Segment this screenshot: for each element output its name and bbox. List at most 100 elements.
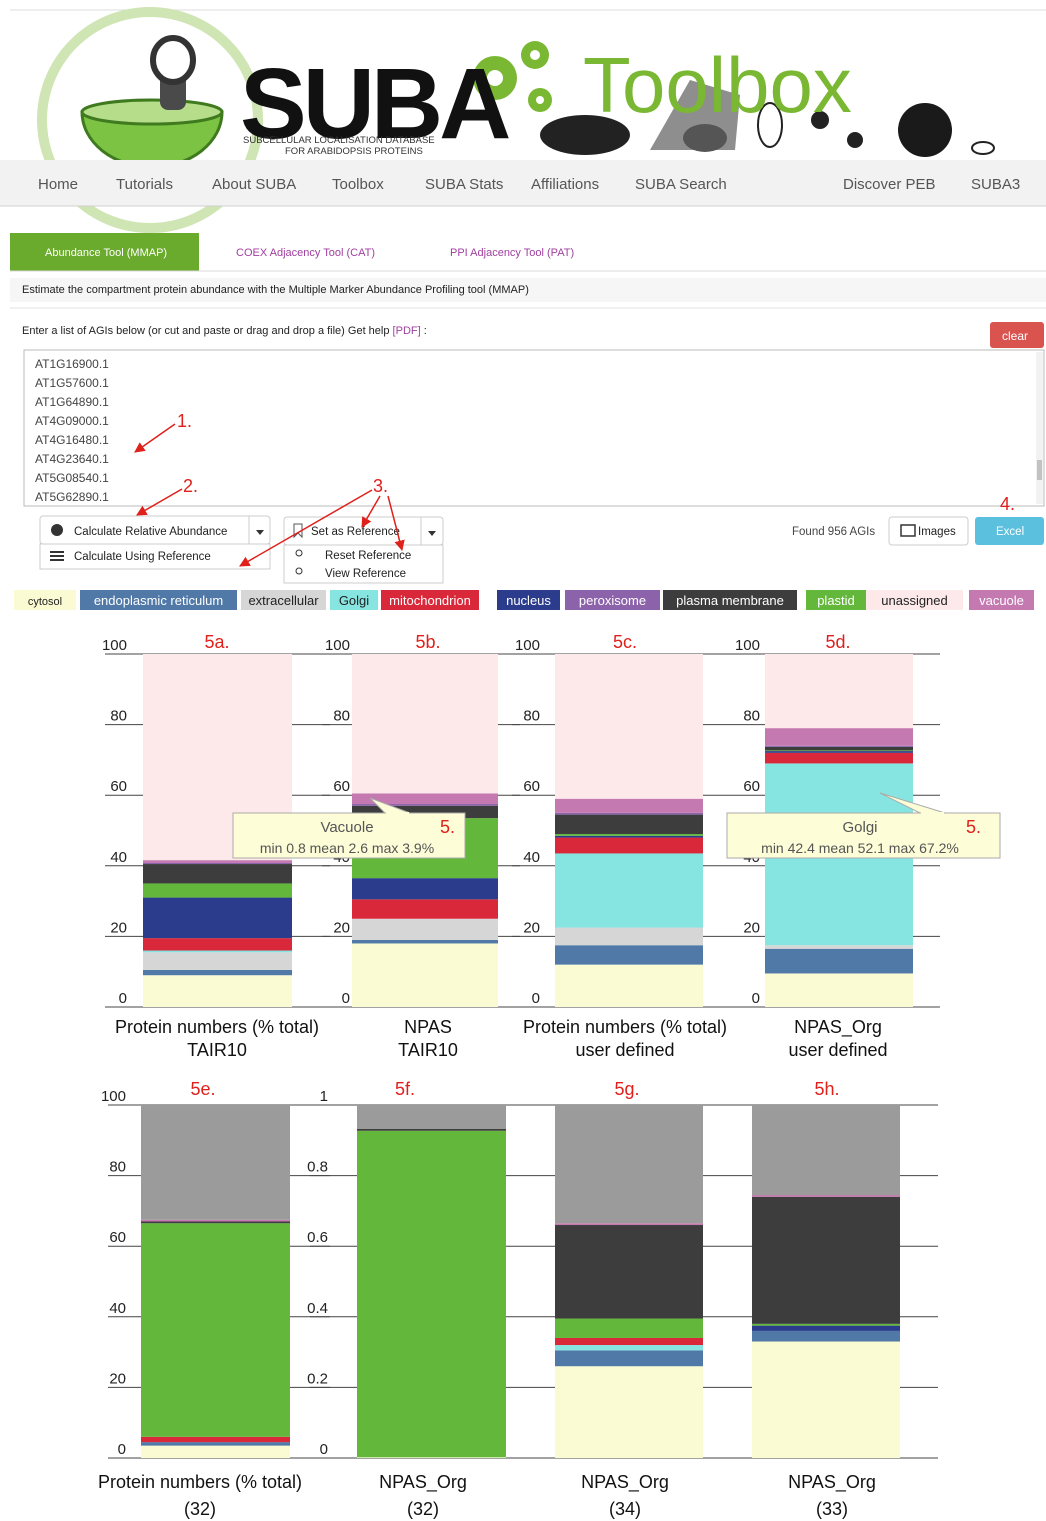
bar-segment — [143, 952, 292, 970]
x-axis-label: (33) — [816, 1499, 848, 1519]
tooltip-text: min 0.8 mean 2.6 max 3.9% — [260, 840, 434, 856]
x-axis-label: (34) — [609, 1499, 641, 1519]
y-tick-label: 20 — [110, 919, 127, 936]
bar-segment — [357, 1131, 506, 1458]
bar-segment — [141, 1446, 290, 1458]
bar-segment — [141, 1105, 290, 1220]
legend-label: plastid — [817, 593, 855, 608]
nav-link[interactable]: Home — [38, 176, 78, 193]
y-tick-label: 40 — [523, 849, 540, 866]
prompt-text: Enter a list of AGIs below (or cut and p… — [22, 325, 389, 337]
bar-segment — [555, 815, 703, 834]
calculate-button[interactable]: Calculate Relative Abundance — [74, 526, 227, 538]
y-tick-label: 20 — [333, 919, 350, 936]
y-tick-label: 100 — [515, 637, 540, 654]
y-tick-label: 0 — [342, 990, 350, 1007]
bar-segment — [752, 1326, 900, 1331]
tooltip-label: 5. — [440, 817, 455, 837]
bar-segment — [555, 1223, 703, 1225]
bar-segment — [555, 1225, 703, 1319]
reference-menu-item[interactable]: View Reference — [325, 568, 406, 580]
bar-segment — [555, 799, 703, 813]
y-tick-label: 80 — [333, 708, 350, 725]
bar-segment — [555, 965, 703, 1007]
legend-label: nucleus — [506, 593, 551, 608]
legend-label: extracellular — [248, 593, 319, 608]
bar-segment — [555, 838, 703, 854]
y-tick-label: 40 — [110, 849, 127, 866]
y-tick-label: 80 — [109, 1159, 126, 1176]
tool-tab[interactable]: Abundance Tool (MMAP) — [45, 247, 167, 259]
images-button[interactable]: Images — [918, 526, 956, 538]
bar-segment — [555, 1345, 703, 1350]
html-root: SUBA Toolbox MMAP html, body { margin: 0… — [0, 0, 1046, 1521]
x-axis-label: NPAS_Org — [379, 1472, 467, 1493]
bar-segment — [555, 1319, 703, 1338]
bar-segment — [555, 945, 703, 964]
logo-subtitle: SUBCELLULAR LOCALISATION DATABASE — [243, 135, 435, 146]
y-tick-label: 20 — [743, 919, 760, 936]
chart-title: 5b. — [415, 632, 440, 652]
x-axis-label: Protein numbers (% total) — [523, 1017, 727, 1037]
calculate-menu-item[interactable]: Calculate Using Reference — [74, 551, 211, 563]
tool-tab[interactable]: COEX Adjacency Tool (CAT) — [236, 247, 375, 259]
page-canvas: SUBA Toolbox SUBCELLULAR LOCALISATION DA… — [0, 0, 1046, 1521]
nav-link[interactable]: Toolbox — [332, 176, 384, 193]
nav-link[interactable]: Discover PEB — [843, 176, 936, 193]
y-tick-label: 0.2 — [307, 1370, 328, 1387]
bar-segment — [141, 1223, 290, 1437]
bar-segment — [141, 1437, 290, 1442]
nav-link[interactable]: SUBA Stats — [425, 176, 503, 193]
reference-button[interactable]: Set as Reference — [311, 526, 400, 538]
x-axis-label: NPAS — [404, 1017, 452, 1037]
tool-description: Estimate the compartment protein abundan… — [22, 284, 529, 296]
bar-segment — [352, 919, 498, 940]
bar-segment — [141, 1220, 290, 1222]
y-tick-label: 0.6 — [307, 1229, 328, 1246]
y-tick-label: 0 — [320, 1441, 328, 1458]
bar-segment — [765, 949, 913, 974]
y-tick-label: 20 — [523, 919, 540, 936]
prompt-end: : — [424, 325, 427, 337]
legend-label: Golgi — [339, 593, 369, 608]
bar-segment — [143, 898, 292, 939]
bar-segment — [555, 1105, 703, 1223]
nav-link[interactable]: Affiliations — [531, 176, 599, 193]
bar-segment — [765, 654, 913, 728]
help-link[interactable]: [PDF] — [393, 325, 421, 337]
bar-segment — [143, 938, 292, 950]
x-axis-label: NPAS_Org — [794, 1017, 882, 1038]
logo-subtitle: FOR ARABIDOPSIS PROTEINS — [285, 146, 423, 157]
bar-segment — [752, 1195, 900, 1197]
page-body: { "header": { "logo_text": "SUBA", "prod… — [0, 0, 1046, 1521]
nav-link[interactable]: SUBA Search — [635, 176, 727, 193]
input-prompt: Enter a list of AGIs below (or cut and p… — [22, 325, 427, 337]
y-tick-label: 0 — [532, 990, 540, 1007]
tooltip-text: min 42.4 mean 52.1 max 67.2% — [761, 840, 959, 856]
bar-segment — [765, 750, 913, 751]
clear-button[interactable]: clear — [1002, 329, 1028, 343]
legend-label: cytosol — [28, 596, 62, 608]
chart-title: 5g. — [614, 1079, 639, 1099]
y-tick-label: 0 — [118, 1441, 126, 1458]
bar-segment — [555, 1350, 703, 1366]
legend-label: plasma membrane — [676, 593, 784, 608]
nav-link[interactable]: Tutorials — [116, 176, 173, 193]
reference-menu-item[interactable]: Reset Reference — [325, 550, 411, 562]
tool-tab[interactable]: PPI Adjacency Tool (PAT) — [450, 247, 574, 259]
bar-segment — [141, 1442, 290, 1446]
bar-segment — [143, 951, 292, 953]
tooltip-title: Vacuole — [320, 819, 373, 836]
y-tick-label: 20 — [109, 1370, 126, 1387]
chart-title: 5d. — [825, 632, 850, 652]
nav-link[interactable]: About SUBA — [212, 176, 296, 193]
bar-segment — [765, 728, 913, 746]
bar-segment — [555, 834, 703, 836]
bar-segment — [765, 751, 913, 753]
annotation-label: 3. — [373, 476, 388, 496]
excel-button[interactable]: Excel — [996, 526, 1024, 538]
bar-segment — [555, 654, 703, 799]
bar-segment — [143, 863, 292, 864]
bar-segment — [752, 1324, 900, 1326]
nav-link[interactable]: SUBA3 — [971, 176, 1020, 193]
